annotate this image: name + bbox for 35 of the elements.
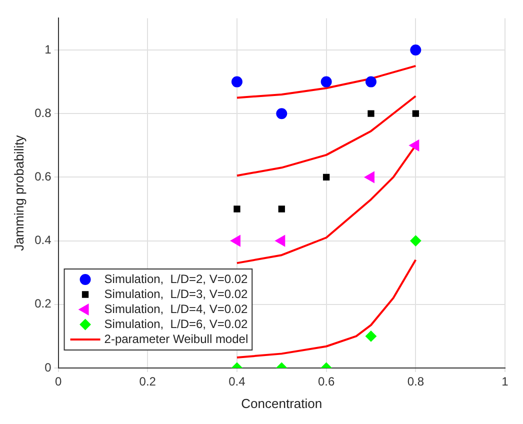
y-tick-label: 0 bbox=[44, 360, 52, 374]
point bbox=[278, 206, 285, 212]
legend-label: Simulation, L/D=2, V=0.02 bbox=[104, 272, 248, 286]
legend-label: 2-parameter Weibull model bbox=[104, 332, 248, 346]
point bbox=[365, 76, 376, 88]
point bbox=[230, 235, 240, 246]
point bbox=[364, 172, 374, 183]
point bbox=[410, 235, 422, 246]
y-axis-title: Jamming probability bbox=[11, 134, 26, 251]
point bbox=[276, 108, 288, 120]
x-tick-label: 0 bbox=[54, 374, 62, 389]
point bbox=[409, 140, 420, 152]
y-tick-label: 0.4 bbox=[34, 233, 52, 248]
y-tick-label: 0.6 bbox=[34, 170, 52, 184]
point bbox=[322, 174, 330, 181]
point bbox=[365, 330, 376, 342]
legend-label: Simulation, L/D=3, V=0.02 bbox=[104, 286, 248, 301]
point bbox=[410, 44, 422, 56]
y-tick-label: 0.8 bbox=[34, 106, 52, 120]
x-tick-label: 0.2 bbox=[139, 374, 156, 389]
point bbox=[234, 206, 240, 212]
y-tick-label: 0.2 bbox=[34, 296, 52, 311]
y-tick-label: 1 bbox=[44, 42, 52, 56]
point bbox=[275, 235, 286, 246]
point bbox=[412, 110, 419, 117]
point bbox=[368, 110, 374, 117]
x-tick-label: 0.8 bbox=[407, 374, 424, 389]
x-tick-label: 0.6 bbox=[318, 374, 335, 389]
x-tick-label: 0.4 bbox=[228, 374, 246, 389]
x-axis-title: Concentration bbox=[241, 396, 322, 411]
x-tick-label: 1 bbox=[502, 374, 509, 389]
legend-label: Simulation, L/D=6, V=0.02 bbox=[104, 316, 248, 331]
legend-label: Simulation, L/D=4, V=0.02 bbox=[104, 302, 248, 316]
point bbox=[231, 76, 242, 88]
point bbox=[320, 76, 332, 88]
